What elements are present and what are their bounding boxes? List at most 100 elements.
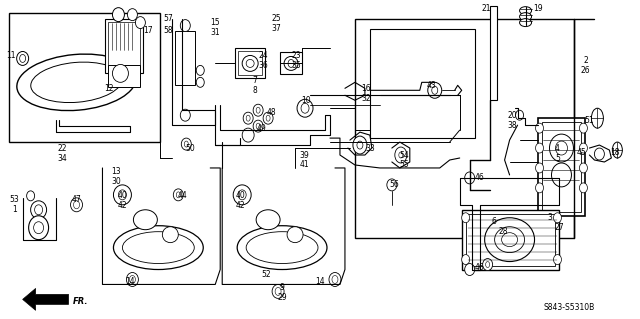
Ellipse shape <box>484 218 534 262</box>
Text: 58: 58 <box>163 26 173 35</box>
Ellipse shape <box>357 141 363 149</box>
Text: 54: 54 <box>399 151 409 160</box>
Ellipse shape <box>395 147 407 163</box>
Ellipse shape <box>246 115 250 121</box>
Text: 19: 19 <box>532 4 542 13</box>
Ellipse shape <box>129 276 136 284</box>
Text: 43: 43 <box>427 81 436 90</box>
Ellipse shape <box>432 86 438 94</box>
Text: S843-S5310B: S843-S5310B <box>544 303 595 312</box>
Ellipse shape <box>536 183 543 193</box>
Text: 6: 6 <box>491 217 496 226</box>
Ellipse shape <box>288 59 294 67</box>
Bar <box>541 122 581 212</box>
Ellipse shape <box>127 272 138 286</box>
Text: 29: 29 <box>277 293 287 302</box>
Text: 37: 37 <box>271 24 281 33</box>
Ellipse shape <box>31 62 122 103</box>
Text: 42: 42 <box>118 201 127 210</box>
Ellipse shape <box>242 56 258 71</box>
Ellipse shape <box>495 227 525 253</box>
Ellipse shape <box>520 13 532 21</box>
Text: 39: 39 <box>299 151 309 160</box>
Ellipse shape <box>196 78 204 87</box>
Ellipse shape <box>31 201 47 219</box>
Text: 57: 57 <box>163 14 173 23</box>
Ellipse shape <box>287 227 303 243</box>
Ellipse shape <box>196 65 204 75</box>
Ellipse shape <box>579 123 588 133</box>
Ellipse shape <box>253 120 263 132</box>
Ellipse shape <box>173 189 183 201</box>
Ellipse shape <box>242 128 254 142</box>
Text: 46: 46 <box>475 263 484 272</box>
Ellipse shape <box>536 123 543 133</box>
Text: 11: 11 <box>6 51 15 60</box>
Text: 17: 17 <box>143 26 153 35</box>
Ellipse shape <box>520 7 532 15</box>
Ellipse shape <box>74 201 79 209</box>
Ellipse shape <box>550 134 573 162</box>
Ellipse shape <box>465 172 475 184</box>
Ellipse shape <box>233 185 251 205</box>
Ellipse shape <box>329 272 341 286</box>
Text: 12: 12 <box>104 84 113 93</box>
Text: 48: 48 <box>266 108 276 117</box>
Ellipse shape <box>113 8 124 22</box>
Bar <box>490 6 497 100</box>
Ellipse shape <box>122 232 195 263</box>
Ellipse shape <box>256 210 280 230</box>
Ellipse shape <box>70 198 83 212</box>
Text: 10: 10 <box>301 96 311 105</box>
Ellipse shape <box>246 232 318 263</box>
Ellipse shape <box>263 112 273 124</box>
Text: 38: 38 <box>508 121 517 130</box>
Ellipse shape <box>113 226 204 270</box>
Ellipse shape <box>163 227 179 243</box>
Text: 40: 40 <box>236 191 245 200</box>
Ellipse shape <box>516 110 524 120</box>
Text: 3: 3 <box>547 213 552 222</box>
Ellipse shape <box>180 19 190 32</box>
Text: 8: 8 <box>253 86 257 95</box>
Polygon shape <box>22 288 68 310</box>
Ellipse shape <box>579 143 588 153</box>
Ellipse shape <box>428 82 442 98</box>
Bar <box>461 210 559 270</box>
Ellipse shape <box>243 112 253 124</box>
Ellipse shape <box>556 141 568 155</box>
Ellipse shape <box>34 222 44 234</box>
Text: 53: 53 <box>10 195 20 204</box>
Text: 47: 47 <box>72 195 81 204</box>
Bar <box>466 214 556 265</box>
Bar <box>370 29 475 138</box>
Ellipse shape <box>20 55 26 63</box>
Ellipse shape <box>387 179 397 191</box>
Ellipse shape <box>17 51 29 65</box>
Ellipse shape <box>266 115 270 121</box>
Ellipse shape <box>181 138 191 150</box>
Ellipse shape <box>127 9 138 21</box>
Ellipse shape <box>591 108 604 128</box>
Text: 25: 25 <box>271 14 281 23</box>
Text: 51: 51 <box>584 116 594 125</box>
Bar <box>108 22 140 70</box>
Text: 7: 7 <box>253 76 257 85</box>
Text: 14: 14 <box>315 277 325 286</box>
Text: 55: 55 <box>399 160 409 169</box>
Ellipse shape <box>579 183 588 193</box>
Ellipse shape <box>579 163 588 173</box>
Text: 33: 33 <box>365 144 375 152</box>
Text: 27: 27 <box>555 223 564 232</box>
Text: 22: 22 <box>58 144 67 152</box>
Ellipse shape <box>238 190 246 200</box>
Text: 15: 15 <box>211 18 220 27</box>
Ellipse shape <box>256 123 260 129</box>
Text: 35: 35 <box>291 61 301 70</box>
Bar <box>106 19 143 73</box>
Text: 50: 50 <box>186 144 195 152</box>
Ellipse shape <box>465 263 475 276</box>
Ellipse shape <box>113 185 131 205</box>
Text: 28: 28 <box>499 227 508 236</box>
Ellipse shape <box>113 64 129 82</box>
